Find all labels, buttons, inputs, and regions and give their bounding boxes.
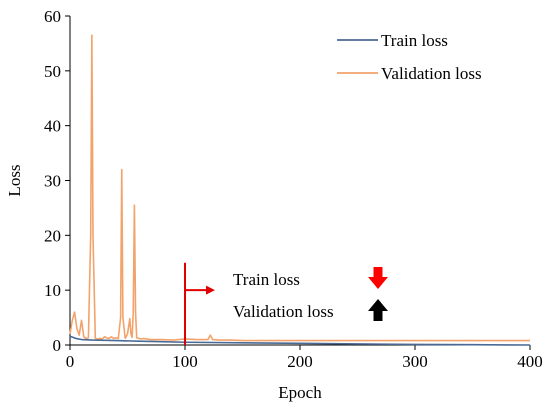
y-tick-label: 0 [53,336,62,355]
annotation-up-arrow-icon [368,299,388,321]
annotation-label-train-loss: Train loss [233,270,300,289]
y-tick-label: 50 [44,62,61,81]
y-tick-label: 20 [44,226,61,245]
y-tick-label: 40 [44,117,61,136]
y-tick-label: 10 [44,281,61,300]
annotation-right-arrow-head [206,285,215,295]
annotation-label-validation-loss: Validation loss [233,302,334,321]
x-tick-label: 400 [517,352,543,371]
series-lines [69,34,531,346]
x-axis-label: Epoch [278,383,322,402]
annotation-down-arrow-icon [368,267,388,289]
series-line-validation-loss [69,34,530,342]
y-tick-label: 60 [44,7,61,26]
legend-label-validation-loss: Validation loss [381,64,482,83]
x-tick-label: 100 [172,352,198,371]
legend-label-train-loss: Train loss [381,31,448,50]
annotation: Train loss Validation loss [184,262,388,345]
series-line-train-loss [69,335,531,346]
x-tick-label: 300 [402,352,428,371]
y-axis-label: Loss [5,164,24,196]
tick-labels: 0 10 20 30 40 50 60 0 100 200 300 400 [44,7,543,371]
legend: Train loss Validation loss [337,31,482,83]
x-tick-label: 200 [287,352,313,371]
y-tick-label: 30 [44,172,61,191]
x-tick-label: 0 [66,352,75,371]
